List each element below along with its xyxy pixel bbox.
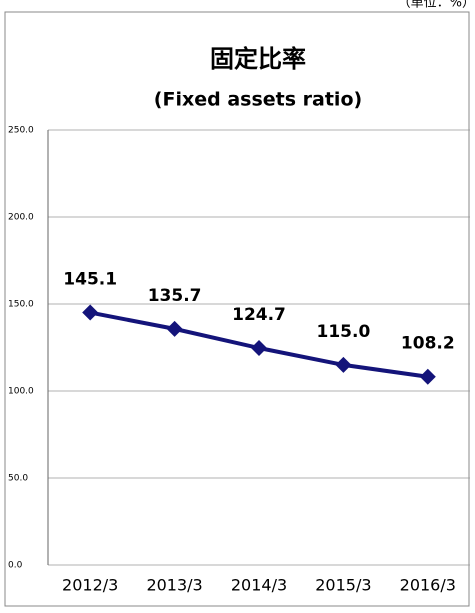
y-tick-label: 50.0 (8, 474, 28, 484)
data-label: 145.1 (63, 270, 117, 290)
x-tick-label: 2015/3 (315, 576, 371, 595)
data-label: 135.7 (148, 286, 202, 306)
y-tick-label: 200.0 (8, 213, 34, 223)
marker (251, 340, 267, 357)
marker (419, 368, 436, 385)
x-tick-label: 2014/3 (231, 576, 287, 595)
data-label: 124.7 (232, 305, 286, 325)
chart-title: 固定比率 (210, 45, 306, 73)
marker (82, 304, 99, 321)
x-tick-label: 2016/3 (400, 576, 456, 595)
chart-frame (4, 11, 470, 607)
marker (335, 356, 352, 373)
x-tick-label: 2012/3 (62, 576, 118, 595)
x-tick-label: 2013/3 (146, 576, 202, 595)
data-label: 115.0 (317, 322, 371, 342)
data-label: 108.2 (401, 334, 455, 354)
marker (166, 320, 183, 337)
unit-note: （単位：%） (398, 0, 475, 11)
chart-subtitle: (Fixed assets ratio) (154, 89, 362, 111)
y-tick-label: 250.0 (8, 126, 34, 136)
y-tick-label: 150.0 (8, 300, 34, 310)
y-tick-label: 0.0 (8, 561, 23, 571)
y-tick-label: 100.0 (8, 387, 34, 397)
